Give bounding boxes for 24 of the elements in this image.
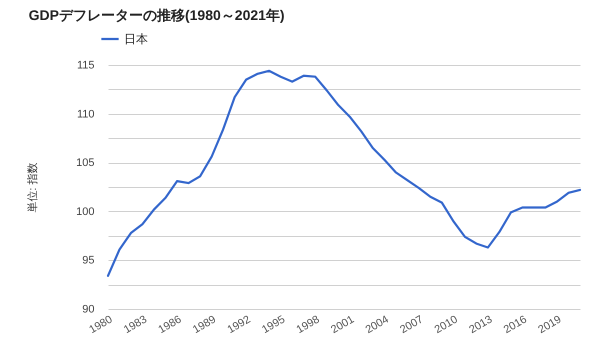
x-tick-label: 2016 <box>502 314 529 336</box>
x-tick-label: 2004 <box>364 314 391 336</box>
x-tick-label: 2013 <box>467 314 494 336</box>
x-tick-label: 2007 <box>398 314 426 336</box>
x-tick-label: 1992 <box>225 314 253 336</box>
y-axis-title: 単位: 指数 <box>27 162 40 213</box>
x-tick-label: 2019 <box>536 314 564 336</box>
x-tick-label: 1989 <box>190 314 218 336</box>
x-tick-label: 2001 <box>329 314 356 336</box>
y-tick-label: 100 <box>76 206 94 218</box>
legend-label: 日本 <box>124 32 148 46</box>
x-tick-label: 1980 <box>87 314 114 336</box>
line-series <box>106 70 582 277</box>
x-tick-label: 1995 <box>260 314 288 336</box>
chart-title: GDPデフレーターの推移(1980～2021年) <box>28 7 285 23</box>
y-tick-label: 95 <box>82 254 94 267</box>
y-tick-label: 115 <box>76 60 94 72</box>
y-tick-label: 110 <box>76 108 94 120</box>
y-tick-label: 105 <box>76 157 94 170</box>
x-tick-label: 1983 <box>122 314 150 336</box>
y-tick-label: 90 <box>82 304 94 316</box>
x-tick-label: 1998 <box>294 314 322 336</box>
x-tick-label: 1986 <box>156 314 184 336</box>
x-tick-label: 2010 <box>432 314 460 336</box>
